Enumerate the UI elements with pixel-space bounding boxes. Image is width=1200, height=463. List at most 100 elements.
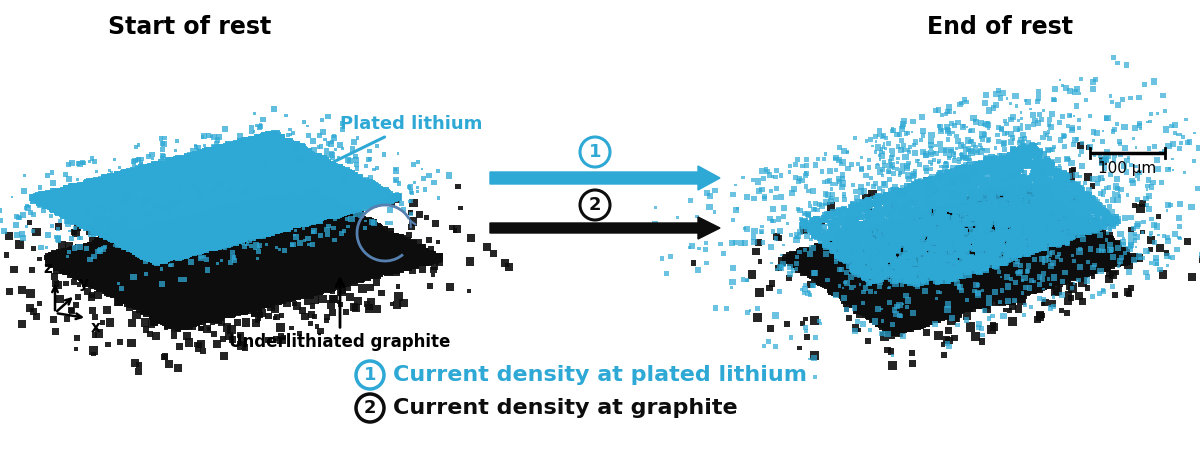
Point [936,206,955,214]
Point [302,194,322,202]
Point [283,269,302,276]
Point [185,240,204,247]
Point [995,224,1014,231]
Point [307,232,326,239]
Point [1044,245,1063,252]
Point [252,202,271,210]
Point [250,220,269,227]
Point [304,209,323,217]
Point [290,248,310,255]
Point [212,190,232,197]
Point [197,169,216,176]
Point [1060,224,1079,231]
Point [106,198,125,206]
Point [270,203,289,210]
Point [402,261,421,268]
Point [196,227,215,234]
Point [294,206,313,214]
Point [337,191,356,199]
Point [197,276,216,283]
Point [161,313,180,321]
Point [896,268,916,275]
Point [930,202,949,210]
Point [89,278,108,285]
Point [246,267,265,275]
Point [863,236,882,244]
Point [923,286,942,294]
Point [907,215,926,223]
Point [86,205,106,212]
Point [278,267,298,274]
Point [952,236,971,243]
Point [1046,235,1066,242]
Point [398,261,418,268]
Point [968,242,988,250]
Point [158,300,178,307]
Point [317,210,336,218]
Point [808,250,827,257]
Point [229,150,248,158]
Point [126,200,145,208]
Point [1064,210,1084,217]
Point [864,224,883,232]
Point [134,167,154,175]
Point [298,298,317,306]
Point [358,263,377,271]
Point [1133,228,1152,236]
Point [238,200,257,207]
Point [70,234,89,242]
Point [203,305,222,313]
Point [211,258,230,265]
Point [1040,253,1060,261]
Point [1097,184,1116,192]
Point [1102,212,1121,219]
Point [173,191,192,198]
Point [293,201,312,208]
Point [834,290,853,297]
Point [230,229,250,236]
Point [155,241,174,248]
Point [400,246,419,254]
Point [275,187,294,194]
Point [925,228,944,236]
Point [983,173,1002,180]
Point [960,127,979,134]
Point [230,175,250,182]
Point [197,244,216,252]
Point [839,267,858,274]
Point [178,300,197,307]
Point [158,164,178,171]
Point [233,286,252,293]
Point [331,238,350,246]
Point [406,250,425,257]
Point [238,240,257,248]
Point [209,169,228,176]
Point [306,197,325,205]
Point [229,228,248,236]
Point [978,283,997,290]
Point [244,154,263,162]
Point [886,242,905,250]
Point [259,255,278,262]
Point [1075,194,1094,201]
Point [239,202,258,209]
Point [292,264,311,271]
Point [371,193,390,200]
Point [979,153,998,161]
Point [48,262,67,269]
Point [44,257,64,264]
Point [906,298,925,306]
Point [223,216,242,224]
Point [1012,234,1031,241]
Point [282,232,301,239]
Point [883,258,902,265]
Point [895,294,914,302]
Point [98,277,118,285]
Point [926,262,946,269]
Point [146,166,166,174]
Point [197,307,216,314]
Point [961,206,980,213]
Point [121,211,140,218]
Point [308,191,328,198]
Point [143,187,162,194]
